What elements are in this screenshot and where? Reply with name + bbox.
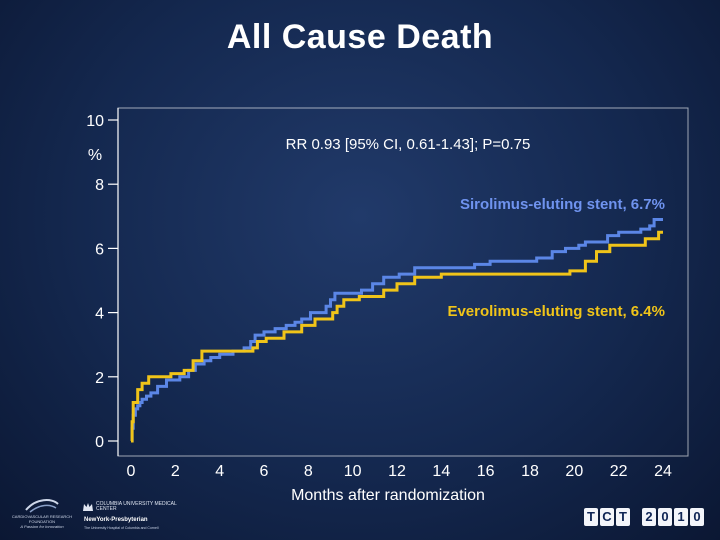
columbia-text: COLUMBIA UNIVERSITY MEDICAL CENTER <box>96 501 177 512</box>
tct-letter: 1 <box>674 508 688 526</box>
y-tick-label: 8 <box>95 177 104 194</box>
plot-area <box>117 107 689 457</box>
x-tick-label: 16 <box>477 463 495 480</box>
y-axis-unit-label: % <box>88 147 102 164</box>
x-tick-label: 20 <box>565 463 583 480</box>
columbia-nyp-logo: COLUMBIA UNIVERSITY MEDICAL CENTER NewYo… <box>80 500 190 536</box>
tct-2010-logo: T C T 2 0 1 0 <box>584 508 704 528</box>
tct-letter: 0 <box>690 508 704 526</box>
tct-letter: 2 <box>642 508 656 526</box>
x-tick-label: 12 <box>388 463 406 480</box>
tct-letter: T <box>584 508 598 526</box>
tct-gap <box>632 508 640 526</box>
nyp-text: NewYork-Presbyterian <box>84 517 148 523</box>
tct-letter: T <box>616 508 630 526</box>
legend-everolimus: Everolimus-eluting stent, 6.4% <box>447 303 665 320</box>
y-tick-label: 2 <box>95 370 104 387</box>
chart-title: All Cause Death <box>226 18 494 56</box>
x-tick-label: 2 <box>171 463 180 480</box>
crown-icon <box>83 503 93 511</box>
x-axis-label: Months after randomization <box>291 487 485 504</box>
x-tick-label: 14 <box>432 463 450 480</box>
x-tick-label: 24 <box>654 463 672 480</box>
legend-sirolimus: Sirolimus-eluting stent, 6.7% <box>460 196 665 213</box>
x-tick-label: 8 <box>304 463 313 480</box>
x-tick-label: 4 <box>215 463 224 480</box>
rr-annotation: RR 0.93 [95% CI, 0.61-1.43]; P=0.75 <box>286 136 531 153</box>
x-tick-label: 22 <box>610 463 628 480</box>
x-tick-label: 18 <box>521 463 539 480</box>
y-tick-label: 10 <box>86 113 104 130</box>
series-line-sirolimus <box>130 218 663 443</box>
crf-logo-text: CARDIOVASCULAR RESEARCH FOUNDATION A Pas… <box>11 514 73 529</box>
y-tick-label: 0 <box>95 434 104 451</box>
y-tick-label: 6 <box>95 241 104 258</box>
x-tick-label: 0 <box>127 463 136 480</box>
crf-logo: CARDIOVASCULAR RESEARCH FOUNDATION A Pas… <box>6 496 78 534</box>
crf-swoosh-icon <box>25 499 59 513</box>
series-line-everolimus <box>130 230 663 443</box>
nyp-subtext: The University Hospital of Columbia and … <box>84 526 159 530</box>
x-tick-label: 10 <box>344 463 362 480</box>
y-tick-label: 4 <box>95 306 104 323</box>
x-tick-label: 6 <box>260 463 269 480</box>
tct-letter: 0 <box>658 508 672 526</box>
tct-letter: C <box>600 508 614 526</box>
